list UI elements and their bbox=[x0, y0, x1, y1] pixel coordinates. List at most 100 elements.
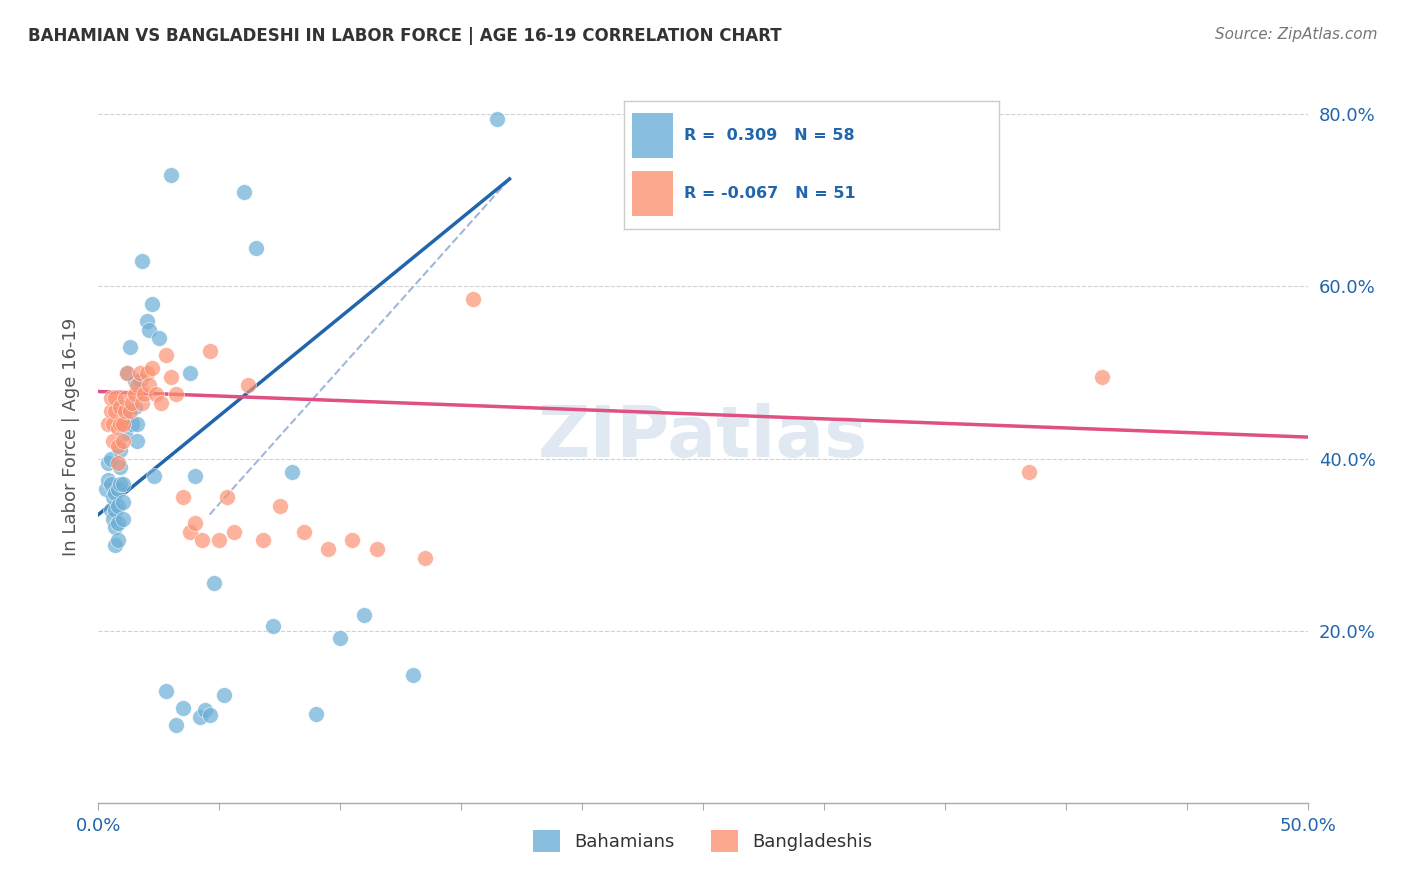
Bangladeshis bbox=[124, 387, 146, 401]
Bangladeshis bbox=[463, 293, 485, 307]
Bangladeshis bbox=[111, 434, 134, 449]
Bangladeshis bbox=[1018, 465, 1040, 479]
Bahamians bbox=[281, 465, 304, 479]
Bahamians bbox=[138, 322, 160, 336]
Bahamians bbox=[121, 417, 143, 432]
Bahamians bbox=[107, 533, 129, 548]
Bahamians bbox=[353, 608, 375, 623]
Bangladeshis bbox=[316, 541, 339, 556]
Bahamians bbox=[100, 503, 122, 517]
Bangladeshis bbox=[366, 541, 388, 556]
Bahamians bbox=[94, 482, 117, 496]
Bahamians bbox=[118, 340, 141, 354]
Bangladeshis bbox=[107, 456, 129, 470]
Bahamians bbox=[108, 460, 131, 475]
Bahamians bbox=[141, 296, 163, 310]
Bahamians bbox=[111, 512, 134, 526]
Text: Source: ZipAtlas.com: Source: ZipAtlas.com bbox=[1215, 27, 1378, 42]
Bahamians bbox=[148, 331, 170, 345]
Bangladeshis bbox=[108, 400, 131, 414]
Bahamians bbox=[104, 538, 127, 552]
Bangladeshis bbox=[104, 392, 127, 406]
Text: BAHAMIAN VS BANGLADESHI IN LABOR FORCE | AGE 16-19 CORRELATION CHART: BAHAMIAN VS BANGLADESHI IN LABOR FORCE |… bbox=[28, 27, 782, 45]
Bangladeshis bbox=[1091, 369, 1114, 384]
Bangladeshis bbox=[131, 395, 153, 409]
Bangladeshis bbox=[191, 533, 214, 548]
Bahamians bbox=[486, 112, 509, 126]
Bangladeshis bbox=[107, 421, 129, 435]
Bahamians bbox=[143, 468, 166, 483]
Bahamians bbox=[165, 718, 187, 732]
Bangladeshis bbox=[121, 395, 143, 409]
Bahamians bbox=[107, 482, 129, 496]
Bangladeshis bbox=[269, 499, 291, 513]
Bangladeshis bbox=[107, 439, 129, 453]
Y-axis label: In Labor Force | Age 16-19: In Labor Force | Age 16-19 bbox=[62, 318, 80, 557]
Bangladeshis bbox=[184, 516, 207, 530]
Bahamians bbox=[127, 417, 149, 432]
Bangladeshis bbox=[117, 366, 139, 380]
Bangladeshis bbox=[252, 533, 274, 548]
Bahamians bbox=[107, 516, 129, 530]
Bahamians bbox=[101, 512, 124, 526]
Bahamians bbox=[101, 491, 124, 505]
Bangladeshis bbox=[160, 369, 183, 384]
Bahamians bbox=[194, 703, 217, 717]
Bahamians bbox=[131, 253, 153, 268]
Bahamians bbox=[262, 619, 284, 633]
Bahamians bbox=[204, 576, 226, 591]
Bangladeshis bbox=[97, 417, 120, 432]
Bahamians bbox=[232, 185, 254, 199]
Bangladeshis bbox=[135, 366, 157, 380]
Bahamians bbox=[114, 425, 136, 440]
Bahamians bbox=[402, 668, 425, 682]
Bahamians bbox=[124, 374, 146, 388]
Bangladeshis bbox=[292, 524, 315, 539]
Bangladeshis bbox=[118, 404, 141, 418]
Bahamians bbox=[111, 494, 134, 508]
Bahamians bbox=[172, 701, 194, 715]
Bahamians bbox=[104, 486, 127, 500]
Text: ZIPatlas: ZIPatlas bbox=[538, 402, 868, 472]
Bahamians bbox=[108, 442, 131, 457]
Bahamians bbox=[97, 473, 120, 487]
Bangladeshis bbox=[101, 417, 124, 432]
Bangladeshis bbox=[101, 434, 124, 449]
Bahamians bbox=[114, 409, 136, 423]
Bangladeshis bbox=[111, 417, 134, 432]
Bahamians bbox=[104, 503, 127, 517]
Bangladeshis bbox=[104, 404, 127, 418]
Bangladeshis bbox=[145, 387, 167, 401]
Bangladeshis bbox=[238, 378, 260, 392]
Bahamians bbox=[184, 468, 207, 483]
Bahamians bbox=[188, 710, 211, 724]
Bahamians bbox=[212, 688, 235, 702]
Bangladeshis bbox=[198, 344, 221, 359]
Bangladeshis bbox=[100, 392, 122, 406]
Bangladeshis bbox=[165, 387, 187, 401]
Bangladeshis bbox=[215, 491, 238, 505]
Bahamians bbox=[100, 477, 122, 491]
Bangladeshis bbox=[179, 524, 201, 539]
Bangladeshis bbox=[413, 550, 436, 565]
Bahamians bbox=[160, 168, 183, 182]
Bangladeshis bbox=[127, 378, 149, 392]
Bangladeshis bbox=[108, 417, 131, 432]
Bahamians bbox=[97, 456, 120, 470]
Bangladeshis bbox=[342, 533, 364, 548]
Bangladeshis bbox=[208, 533, 231, 548]
Bahamians bbox=[135, 314, 157, 328]
Bangladeshis bbox=[172, 491, 194, 505]
Bahamians bbox=[127, 434, 149, 449]
Bahamians bbox=[117, 366, 139, 380]
Bahamians bbox=[155, 684, 177, 698]
Bahamians bbox=[128, 374, 150, 388]
Bangladeshis bbox=[128, 366, 150, 380]
Bahamians bbox=[329, 631, 352, 645]
Bahamians bbox=[245, 241, 267, 255]
Bangladeshis bbox=[134, 387, 156, 401]
Bahamians bbox=[179, 366, 201, 380]
Bangladeshis bbox=[222, 524, 245, 539]
Bahamians bbox=[305, 707, 328, 722]
Bahamians bbox=[100, 451, 122, 466]
